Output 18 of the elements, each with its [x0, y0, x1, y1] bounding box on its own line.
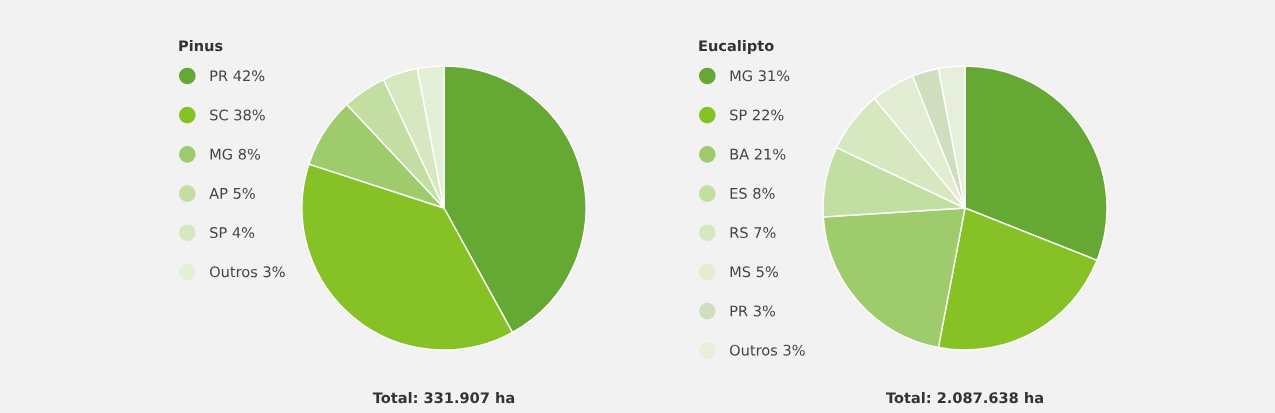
legend-label: MG 31%	[730, 70, 790, 82]
legend-label: PR 42%	[210, 70, 265, 82]
legend-label: BA 21%	[730, 148, 786, 160]
legend-label: SP 4%	[210, 227, 255, 239]
text: Total: 331.907 ha	[372, 391, 515, 404]
legend-label: ES 8%	[730, 187, 775, 199]
legend-label: Outros 3%	[209, 266, 285, 278]
legend-label: PR 3%	[730, 305, 776, 317]
chart-title: Pinus	[179, 39, 223, 52]
legend-label: SP 22%	[730, 109, 784, 121]
legend-label: MS 5%	[730, 266, 778, 278]
chart-title: Eucalipto	[699, 39, 774, 55]
legend-label: MG 8%	[210, 148, 261, 160]
legend-label: RS 7%	[730, 227, 776, 239]
legend-label: AP 5%	[209, 187, 255, 199]
text: Total: 2.087.638 ha	[885, 391, 1043, 404]
legend-label: SC 38%	[210, 109, 265, 121]
legend-label: Outros 3%	[729, 344, 805, 356]
